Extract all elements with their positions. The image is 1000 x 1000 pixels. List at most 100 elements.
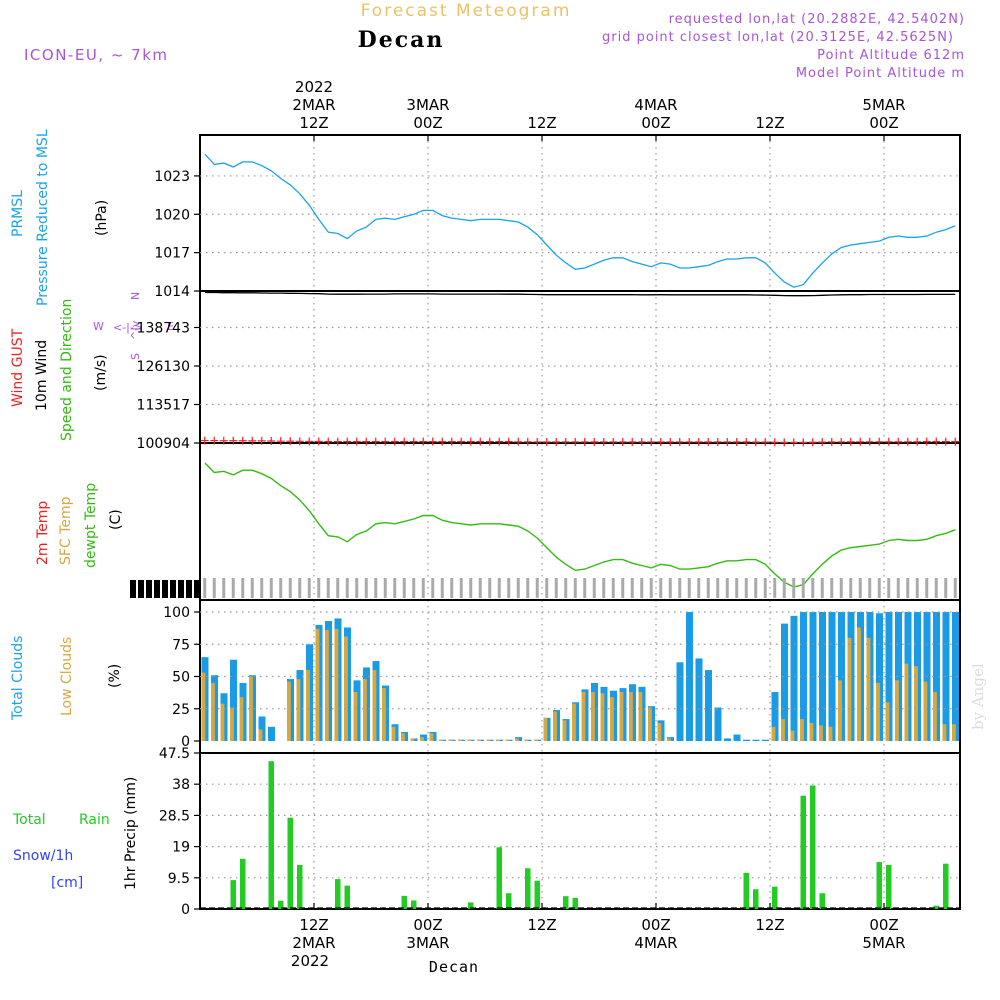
- gust-marker: [666, 437, 675, 446]
- low-cloud-bar: [363, 679, 367, 741]
- temp-marker-bar: [203, 578, 207, 598]
- temp-marker-bar: [241, 578, 245, 598]
- temp-axis-clutter-mark: [186, 580, 192, 598]
- temp-marker-bar: [944, 578, 948, 598]
- gust-marker: [818, 438, 827, 447]
- label-sfc-temp: SFC Temp: [58, 496, 74, 565]
- label-total-clouds: Total Clouds: [10, 636, 26, 721]
- gust-marker: [647, 437, 656, 446]
- gust-marker: [571, 437, 580, 446]
- top-hour-label: 00Z: [413, 114, 442, 132]
- total-cloud-bar: [876, 613, 883, 741]
- gust-marker: [495, 437, 504, 446]
- temp-marker-bar: [706, 578, 710, 598]
- top-hour-label: 12Z: [755, 114, 784, 132]
- precip-bar: [401, 895, 407, 909]
- gust-marker: [932, 437, 941, 446]
- precip-bar: [240, 858, 246, 909]
- dewpoint-temp-line: [204, 462, 956, 588]
- gust-marker: [286, 437, 295, 446]
- temp-marker-bar: [896, 578, 900, 598]
- gust-marker: [856, 437, 865, 446]
- gust-marker: [770, 438, 779, 447]
- low-cloud-bar: [619, 691, 624, 741]
- compass-south: S: [129, 353, 142, 360]
- total-cloud-bar: [752, 739, 760, 741]
- gust-marker: [457, 437, 466, 446]
- compass-horizontal-arrow: <-|->: [113, 321, 143, 334]
- label-prmsl: PRMSL: [10, 190, 26, 237]
- bottom-date-label: 5MAR: [862, 934, 905, 952]
- gust-marker: [875, 437, 884, 446]
- gust-marker: [305, 437, 314, 446]
- total-cloud-bar: [819, 612, 826, 741]
- temp-marker-bar: [621, 578, 625, 598]
- temp-marker-bar: [953, 578, 957, 598]
- label-10m-wind: 10m Wind: [34, 340, 50, 411]
- gust-marker: [381, 437, 390, 446]
- bottom-hour-label: 00Z: [413, 916, 442, 934]
- temp-marker-bar: [630, 578, 634, 598]
- label-wind-gust: Wind GUST: [10, 328, 26, 407]
- low-cloud-bar: [657, 722, 662, 741]
- temp-marker-bar: [811, 578, 815, 598]
- panel-precip: [199, 752, 961, 910]
- bottom-year-label: 2022: [291, 952, 329, 970]
- wind-y-axis: 100904 113517 126130 138743: [137, 320, 960, 452]
- low-cloud-bar: [486, 739, 491, 741]
- temp-marker-bar: [925, 578, 929, 598]
- bottom-hour-label: 00Z: [869, 916, 898, 934]
- pressure-tick-label-1: 1017: [154, 246, 190, 262]
- total-cloud-bar: [714, 707, 722, 741]
- temp-marker-bar: [421, 578, 425, 598]
- temp-marker-bar: [307, 578, 311, 598]
- low-cloud-bar: [230, 707, 234, 741]
- product-title: Forecast Meteogram: [361, 1, 572, 21]
- temp-marker-bar: [611, 578, 615, 598]
- bottom-hour-label: 12Z: [299, 916, 328, 934]
- gust-marker: [656, 437, 665, 446]
- low-cloud-bar: [505, 739, 510, 741]
- gust-marker: [865, 437, 874, 446]
- temp-marker-bar: [839, 578, 843, 598]
- total-cloud-bar: [781, 623, 788, 741]
- temp-axis-clutter-mark: [194, 580, 200, 598]
- low-cloud-bar: [610, 697, 614, 741]
- temp-marker-bar: [906, 578, 910, 598]
- temp-axis-clutter-mark: [146, 580, 152, 598]
- low-cloud-bar: [629, 691, 633, 741]
- gust-marker: [276, 437, 285, 446]
- gust-marker: [675, 437, 684, 446]
- wind-tick-label-0: 100904: [137, 436, 191, 452]
- label-percent: (%): [107, 664, 123, 688]
- gust-marker: [400, 437, 409, 446]
- gust-marker: [514, 437, 523, 446]
- label-snow: Snow/1h: [13, 848, 73, 864]
- gust-marker: [476, 437, 485, 446]
- low-cloud-bar: [315, 628, 320, 741]
- top-date-label: 5MAR: [862, 96, 905, 114]
- low-cloud-bar: [429, 733, 434, 741]
- low-cloud-bar: [382, 688, 386, 741]
- gust-marker: [628, 437, 637, 446]
- precip-bar: [810, 785, 816, 909]
- low-cloud-bar: [828, 726, 833, 741]
- precip-bar: [563, 896, 569, 909]
- temp-marker-bar: [801, 578, 805, 598]
- total-cloud-bar: [828, 612, 836, 741]
- precip-tick-label-5: 47.5: [159, 746, 190, 762]
- precip-bar: [287, 817, 293, 909]
- low-cloud-bar: [439, 739, 443, 741]
- low-cloud-bar: [534, 739, 538, 741]
- temp-axis-clutter-mark: [178, 580, 184, 598]
- precip-bar: [525, 868, 531, 909]
- gust-markers: [200, 436, 960, 447]
- total-cloud-bar: [942, 612, 950, 741]
- temp-marker-bar: [250, 578, 254, 598]
- gust-marker: [694, 437, 703, 446]
- precip-bar: [268, 761, 274, 909]
- low-cloud-bar: [562, 720, 567, 741]
- temp-marker-bar: [554, 578, 558, 598]
- gust-marker: [808, 438, 817, 447]
- precip-bar: [772, 886, 778, 909]
